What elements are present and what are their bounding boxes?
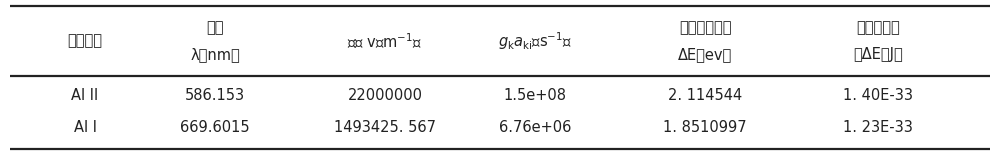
Text: 1.5e+08: 1.5e+08: [504, 88, 566, 103]
Text: 586.153: 586.153: [185, 88, 245, 103]
Text: 2. 114544: 2. 114544: [668, 88, 742, 103]
Text: 1. 23E-33: 1. 23E-33: [843, 120, 913, 135]
Text: 量ΔE（J）: 量ΔE（J）: [853, 47, 903, 62]
Text: 1. 40E-33: 1. 40E-33: [843, 88, 913, 103]
Text: 波数 v（m$^{-1}$）: 波数 v（m$^{-1}$）: [347, 31, 423, 51]
Text: Al I: Al I: [74, 120, 96, 135]
Text: 发射粒子: 发射粒子: [68, 34, 103, 48]
Text: Al II: Al II: [71, 88, 99, 103]
Text: 1493425. 567: 1493425. 567: [334, 120, 436, 135]
Text: 669.6015: 669.6015: [180, 120, 250, 135]
Text: $g_{\rm k}a_{\rm ki}$（s$^{-1}$）: $g_{\rm k}a_{\rm ki}$（s$^{-1}$）: [498, 30, 572, 52]
Text: 跃迁释放能: 跃迁释放能: [856, 20, 900, 35]
Text: λ（nm）: λ（nm）: [190, 47, 240, 62]
Text: 跃迁释放能量: 跃迁释放能量: [679, 20, 731, 35]
Text: ΔE（ev）: ΔE（ev）: [678, 47, 732, 62]
Text: 波长: 波长: [206, 20, 224, 35]
Text: 1. 8510997: 1. 8510997: [663, 120, 747, 135]
Text: 22000000: 22000000: [348, 88, 422, 103]
Text: 6.76e+06: 6.76e+06: [499, 120, 571, 135]
